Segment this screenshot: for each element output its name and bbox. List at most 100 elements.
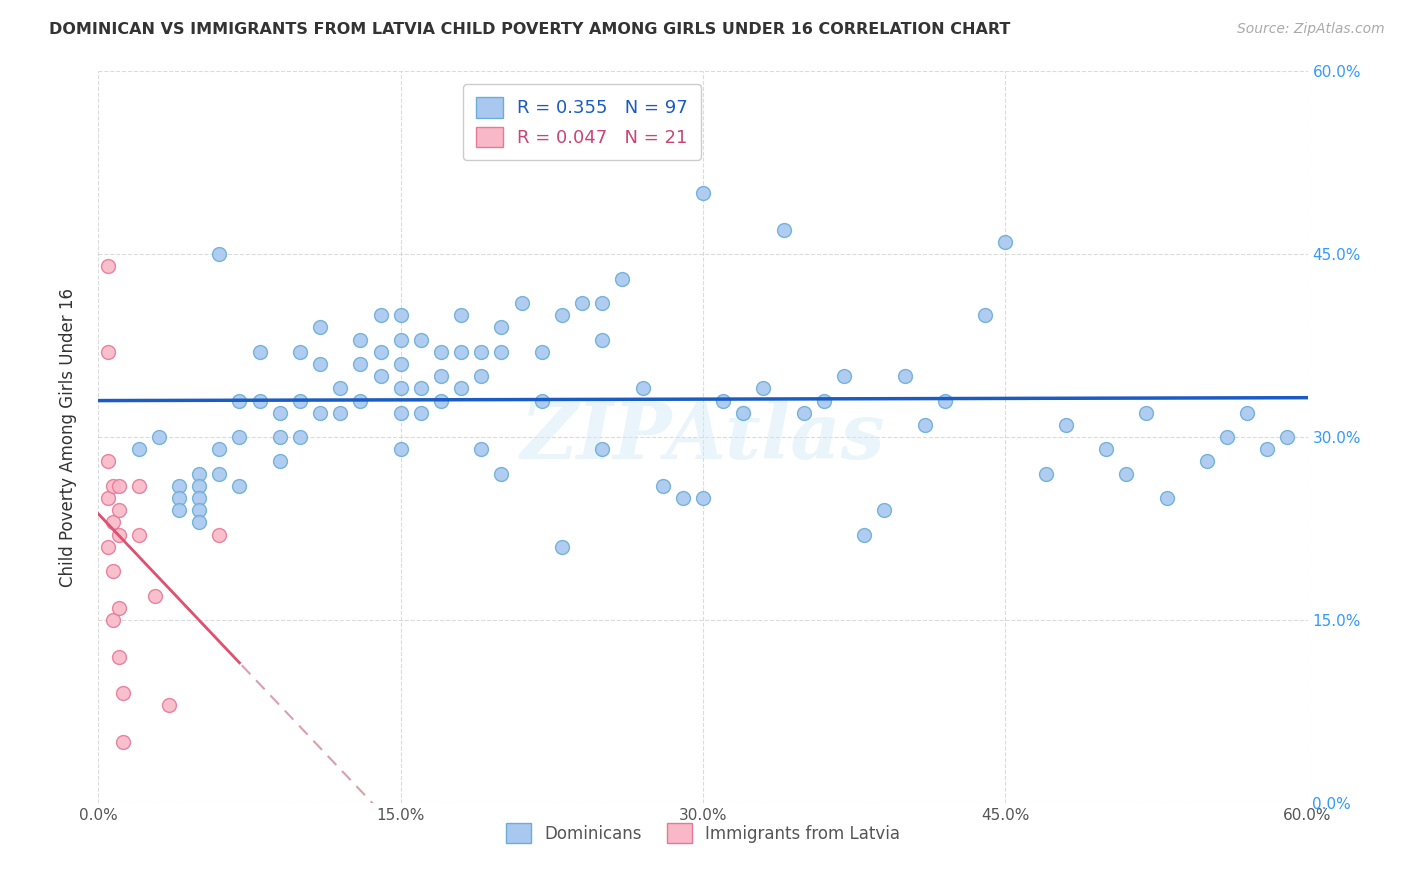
Point <box>288 344 311 359</box>
Point <box>269 406 291 420</box>
Point <box>491 467 513 481</box>
Legend: Dominicans, Immigrants from Latvia: Dominicans, Immigrants from Latvia <box>499 817 907 849</box>
Point <box>1236 406 1258 420</box>
Point <box>370 308 392 322</box>
Point <box>309 406 332 420</box>
Point <box>510 296 533 310</box>
Point <box>450 308 472 322</box>
Point <box>914 417 936 432</box>
Point <box>111 735 134 749</box>
Point <box>389 381 412 395</box>
Point <box>389 406 412 420</box>
Point <box>107 649 129 664</box>
Point <box>934 393 956 408</box>
Point <box>1277 430 1299 444</box>
Point <box>470 344 492 359</box>
Point <box>450 381 472 395</box>
Point <box>349 357 371 371</box>
Point <box>752 381 775 395</box>
Point <box>101 516 124 530</box>
Point <box>101 479 124 493</box>
Point <box>97 540 120 554</box>
Point <box>208 527 231 541</box>
Point <box>612 271 634 285</box>
Point <box>167 479 190 493</box>
Point <box>107 479 129 493</box>
Point <box>591 442 613 457</box>
Text: DOMINICAN VS IMMIGRANTS FROM LATVIA CHILD POVERTY AMONG GIRLS UNDER 16 CORRELATI: DOMINICAN VS IMMIGRANTS FROM LATVIA CHIL… <box>49 22 1011 37</box>
Point <box>430 344 453 359</box>
Point <box>1195 454 1218 468</box>
Point <box>1095 442 1118 457</box>
Point <box>430 393 453 408</box>
Point <box>107 600 129 615</box>
Point <box>409 333 432 347</box>
Point <box>288 393 311 408</box>
Point <box>269 454 291 468</box>
Point <box>228 430 250 444</box>
Point <box>651 479 673 493</box>
Point <box>329 381 352 395</box>
Point <box>389 442 412 457</box>
Point <box>188 479 211 493</box>
Point <box>530 393 553 408</box>
Point <box>1216 430 1239 444</box>
Point <box>128 442 150 457</box>
Point <box>631 137 654 152</box>
Point <box>107 527 129 541</box>
Point <box>249 344 271 359</box>
Point <box>349 333 371 347</box>
Point <box>793 406 815 420</box>
Point <box>249 393 271 408</box>
Point <box>389 357 412 371</box>
Point <box>97 491 120 505</box>
Point <box>101 564 124 578</box>
Point <box>309 320 332 334</box>
Point <box>97 344 120 359</box>
Text: ZIPAtlas: ZIPAtlas <box>520 399 886 475</box>
Point <box>208 442 231 457</box>
Point <box>491 320 513 334</box>
Point <box>143 589 166 603</box>
Point <box>853 527 876 541</box>
Text: Source: ZipAtlas.com: Source: ZipAtlas.com <box>1237 22 1385 37</box>
Point <box>370 369 392 384</box>
Point <box>974 308 997 322</box>
Point <box>228 393 250 408</box>
Point <box>551 540 574 554</box>
Point <box>228 479 250 493</box>
Point <box>470 369 492 384</box>
Point <box>551 308 574 322</box>
Point <box>128 479 150 493</box>
Point <box>97 454 120 468</box>
Point <box>692 186 714 201</box>
Point <box>188 516 211 530</box>
Point <box>188 503 211 517</box>
Point <box>711 393 734 408</box>
Point <box>772 223 794 237</box>
Point <box>167 491 190 505</box>
Point <box>1256 442 1278 457</box>
Point <box>208 467 231 481</box>
Point <box>733 406 755 420</box>
Point <box>97 260 120 274</box>
Point <box>1135 406 1157 420</box>
Point <box>832 369 855 384</box>
Point <box>389 308 412 322</box>
Point <box>329 406 352 420</box>
Y-axis label: Child Poverty Among Girls Under 16: Child Poverty Among Girls Under 16 <box>59 287 77 587</box>
Point <box>1156 491 1178 505</box>
Point <box>813 393 835 408</box>
Point <box>269 430 291 444</box>
Point <box>188 491 211 505</box>
Point <box>994 235 1017 249</box>
Point <box>591 333 613 347</box>
Point <box>631 381 654 395</box>
Point <box>167 503 190 517</box>
Point <box>430 369 453 384</box>
Point <box>208 247 231 261</box>
Point <box>148 430 170 444</box>
Point <box>692 491 714 505</box>
Point <box>288 430 311 444</box>
Point <box>450 344 472 359</box>
